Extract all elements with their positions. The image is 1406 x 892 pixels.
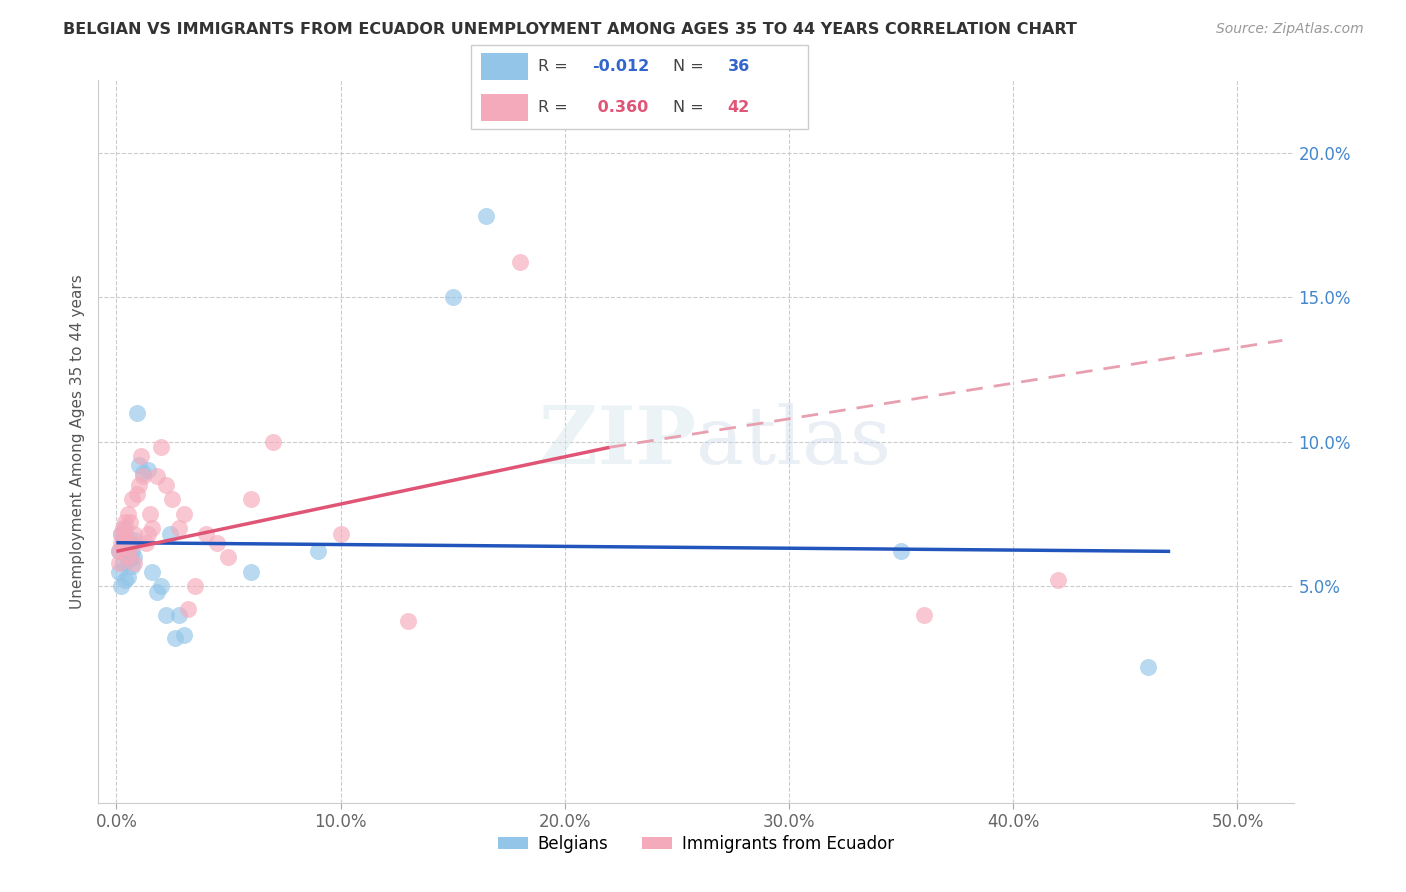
Point (155, 607, 177, 622)
Point (118, 541, 141, 556)
FancyBboxPatch shape (471, 45, 808, 129)
Point (912, 607, 935, 622)
Point (184, 579, 207, 593)
Point (159, 527, 181, 541)
Y-axis label: Unemployment Among Ages 35 to 44 years: Unemployment Among Ages 35 to 44 years (69, 274, 84, 609)
Point (117, 550, 139, 565)
Point (1136, 660, 1159, 674)
Point (139, 507, 162, 521)
Point (117, 539, 139, 553)
Point (112, 533, 135, 547)
Point (173, 507, 195, 521)
Point (112, 556, 135, 570)
Point (107, 556, 129, 570)
Point (177, 602, 200, 616)
Point (118, 550, 141, 565)
Point (207, 535, 229, 549)
Point (509, 255, 531, 269)
Point (107, 544, 129, 558)
Point (121, 558, 143, 573)
Point (132, 467, 155, 481)
Point (129, 449, 152, 463)
Point (117, 570, 139, 584)
Point (114, 521, 136, 535)
Text: 36: 36 (727, 59, 749, 74)
Point (239, 565, 262, 579)
Point (441, 290, 464, 304)
Point (134, 535, 156, 549)
Point (124, 550, 146, 565)
Text: BELGIAN VS IMMIGRANTS FROM ECUADOR UNEMPLOYMENT AMONG AGES 35 TO 44 YEARS CORREL: BELGIAN VS IMMIGRANTS FROM ECUADOR UNEMP… (63, 22, 1077, 37)
Point (121, 544, 143, 558)
Point (239, 492, 262, 507)
Point (121, 535, 143, 549)
Point (155, 478, 177, 492)
Point (117, 553, 139, 567)
Point (110, 527, 132, 541)
Point (124, 533, 146, 547)
Point (114, 527, 136, 541)
Point (145, 584, 167, 599)
Text: R =: R = (538, 59, 574, 74)
Text: Source: ZipAtlas.com: Source: ZipAtlas.com (1216, 22, 1364, 37)
Point (150, 440, 173, 454)
Point (110, 579, 132, 593)
Point (112, 521, 135, 535)
Point (117, 507, 139, 521)
Point (890, 544, 912, 558)
Point (107, 544, 129, 558)
Point (110, 527, 132, 541)
Text: 42: 42 (727, 100, 749, 115)
Point (307, 544, 329, 558)
Text: N =: N = (673, 59, 710, 74)
Text: N =: N = (673, 100, 710, 115)
Point (118, 516, 141, 530)
Text: -0.012: -0.012 (592, 59, 650, 74)
Point (195, 527, 218, 541)
Point (262, 434, 284, 449)
Point (124, 527, 146, 541)
Point (112, 541, 135, 556)
Point (114, 541, 136, 556)
Point (118, 535, 141, 549)
Point (173, 628, 195, 642)
Point (475, 209, 498, 223)
Point (1047, 574, 1070, 588)
Text: R =: R = (538, 100, 574, 115)
Point (110, 535, 132, 549)
Point (329, 527, 352, 541)
Point (217, 550, 239, 565)
Point (141, 521, 163, 535)
Legend: Belgians, Immigrants from Ecuador: Belgians, Immigrants from Ecuador (491, 828, 901, 860)
Text: atlas: atlas (696, 402, 891, 481)
Point (163, 631, 186, 645)
Point (150, 579, 173, 593)
Point (141, 565, 163, 579)
Point (121, 492, 143, 507)
Point (107, 565, 129, 579)
Point (132, 469, 155, 483)
Point (114, 574, 136, 588)
Point (162, 492, 184, 507)
Point (396, 614, 419, 628)
Point (114, 516, 136, 530)
FancyBboxPatch shape (481, 94, 529, 120)
Point (128, 458, 150, 472)
FancyBboxPatch shape (481, 54, 529, 80)
Text: 0.360: 0.360 (592, 100, 648, 115)
Point (136, 463, 159, 477)
Point (125, 406, 148, 420)
Text: ZIP: ZIP (538, 402, 696, 481)
Point (136, 527, 159, 541)
Point (124, 556, 146, 570)
Point (167, 521, 190, 535)
Point (125, 486, 148, 500)
Point (167, 607, 190, 622)
Point (128, 478, 150, 492)
Point (145, 469, 167, 483)
